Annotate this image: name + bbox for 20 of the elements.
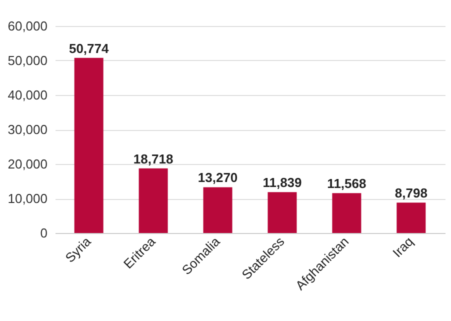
bar bbox=[332, 193, 362, 233]
data-label: 13,270 bbox=[198, 170, 238, 186]
bar bbox=[203, 187, 232, 233]
y-tick-label: 50,000 bbox=[8, 53, 48, 68]
data-label: 11,568 bbox=[327, 176, 366, 192]
bar bbox=[138, 168, 168, 233]
x-tick-label: Iraq bbox=[390, 234, 416, 260]
y-tick-label: 10,000 bbox=[8, 191, 48, 206]
bar bbox=[268, 192, 297, 233]
data-label: 50,774 bbox=[68, 40, 110, 56]
y-tick-label: 30,000 bbox=[8, 122, 48, 137]
data-label: 18,718 bbox=[133, 151, 174, 166]
bar bbox=[396, 202, 426, 233]
bar bbox=[74, 58, 104, 233]
y-tick-label: 60,000 bbox=[8, 18, 48, 34]
data-label: 11,839 bbox=[262, 175, 302, 190]
y-tick-label: 0 bbox=[40, 226, 48, 240]
y-tick-label: 40,000 bbox=[8, 88, 48, 102]
y-tick-label: 20,000 bbox=[8, 156, 48, 172]
data-label: 8,798 bbox=[394, 186, 428, 201]
